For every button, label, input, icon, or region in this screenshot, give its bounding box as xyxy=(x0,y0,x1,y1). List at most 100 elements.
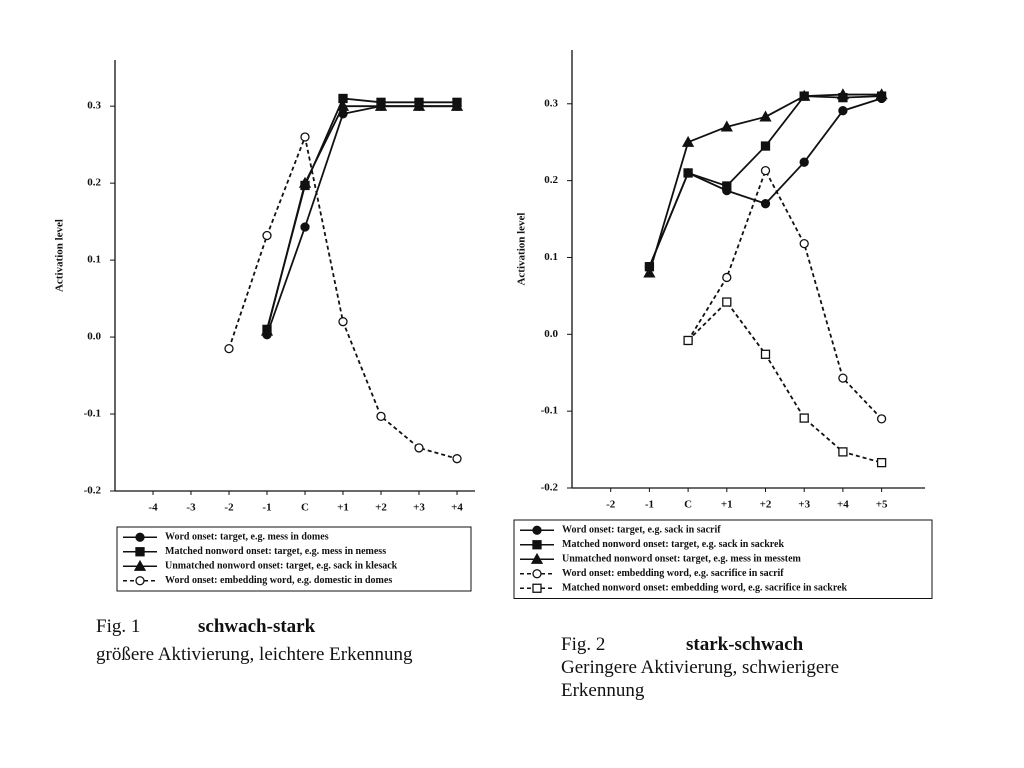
marker xyxy=(799,157,809,167)
y-tick-label: 0.3 xyxy=(544,97,558,109)
marker xyxy=(452,454,462,464)
x-tick-label: +3 xyxy=(413,502,425,514)
caption-text: größere Aktivierung, leichtere Erkennung xyxy=(96,644,413,665)
marker xyxy=(643,266,656,278)
x-tick-label: +3 xyxy=(798,499,810,511)
y-tick-label: 0.0 xyxy=(87,331,101,343)
x-tick-label: +2 xyxy=(375,502,387,514)
legend-marker xyxy=(532,583,542,593)
series-line xyxy=(687,168,883,420)
y-axis-label: Activation level xyxy=(54,219,66,292)
marker xyxy=(838,106,848,116)
marker xyxy=(798,89,811,101)
caption-2: Fig. 2 stark-schwach Geringere Aktivierun… xyxy=(561,633,906,702)
marker xyxy=(799,413,809,423)
marker xyxy=(799,238,809,249)
x-tick-label: +4 xyxy=(837,499,849,511)
caption-title: stark-schwach xyxy=(686,634,804,655)
marker xyxy=(760,165,771,176)
legend-label: Word onset: target, e.g. mess in domes xyxy=(165,532,329,543)
y-tick-label: 0.3 xyxy=(87,100,101,112)
marker xyxy=(412,99,426,111)
y-tick-label: 0.1 xyxy=(544,251,558,263)
marker xyxy=(760,349,771,359)
marker xyxy=(838,373,848,383)
marker xyxy=(224,343,234,354)
marker xyxy=(338,317,348,327)
legend-label: Unmatched nonword onset: target, e.g. me… xyxy=(562,554,802,565)
legend-marker xyxy=(135,576,145,586)
x-tick-label: +1 xyxy=(721,499,733,511)
series-line xyxy=(266,105,457,332)
x-tick-label: -1 xyxy=(645,499,654,511)
marker xyxy=(760,199,771,209)
legend-marker xyxy=(532,569,542,579)
x-tick-label: +1 xyxy=(337,502,349,514)
y-tick-label: 0.1 xyxy=(87,254,101,266)
x-tick-label: +5 xyxy=(876,499,888,511)
legend-label: Unmatched nonword onset: target, e.g. sa… xyxy=(165,561,398,572)
x-tick-label: C xyxy=(301,502,309,514)
legend-marker xyxy=(133,559,147,571)
marker xyxy=(759,110,772,122)
marker xyxy=(260,324,274,336)
y-tick-label: -0.2 xyxy=(541,482,559,494)
marker xyxy=(760,141,771,151)
series-line xyxy=(648,95,882,268)
y-axis-label: Activation level xyxy=(516,212,528,285)
legend-box xyxy=(513,519,933,599)
legend-label: Word onset: embedding word, e.g. domesti… xyxy=(165,575,392,586)
x-tick-label: -2 xyxy=(606,499,616,511)
marker xyxy=(376,411,386,421)
marker xyxy=(374,99,388,111)
marker xyxy=(876,414,887,424)
y-tick-label: 0.2 xyxy=(544,174,558,186)
y-tick-label: 0.2 xyxy=(87,177,101,189)
x-tick-label: -4 xyxy=(148,502,158,514)
marker xyxy=(414,443,424,453)
x-tick-label: +4 xyxy=(451,502,463,514)
marker xyxy=(838,447,848,457)
caption-text: Geringere Aktivierung, schwierigere Erke… xyxy=(561,657,840,701)
legend-label: Word onset: target, e.g. sack in sacrif xyxy=(562,525,721,536)
marker xyxy=(876,457,887,468)
caption-label: Fig. 2 xyxy=(561,634,606,655)
legend-marker xyxy=(530,552,544,564)
marker xyxy=(300,222,310,232)
legend-marker xyxy=(135,532,145,542)
x-tick-label: -1 xyxy=(262,502,271,514)
x-tick-label: -3 xyxy=(186,502,196,514)
series-line xyxy=(687,300,882,464)
legend-marker xyxy=(532,525,542,535)
marker xyxy=(722,297,732,307)
y-tick-label: 0.0 xyxy=(544,328,558,340)
marker xyxy=(336,99,350,111)
marker xyxy=(450,99,464,111)
series-line xyxy=(228,133,458,460)
y-tick-label: -0.1 xyxy=(84,408,101,420)
legend-label: Matched nonword onset: target, e.g. sack… xyxy=(562,539,784,550)
marker xyxy=(300,132,310,142)
legend-box xyxy=(116,526,472,592)
y-tick-label: -0.2 xyxy=(84,485,102,497)
x-tick-label: -2 xyxy=(224,502,234,514)
x-tick-label: +2 xyxy=(760,499,772,511)
marker xyxy=(262,230,272,241)
marker xyxy=(722,272,732,283)
marker xyxy=(683,335,693,346)
caption-1: Fig. 1 schwach-stark größere Aktivierung,… xyxy=(96,615,516,666)
x-tick-label: C xyxy=(684,499,692,511)
marker xyxy=(298,176,312,188)
legend-label: Word onset: embedding word, e.g. sacrifi… xyxy=(562,568,784,579)
caption-label: Fig. 1 xyxy=(96,616,141,637)
marker xyxy=(681,135,695,147)
marker xyxy=(722,181,732,191)
marker xyxy=(720,120,733,132)
legend-label: Matched nonword onset: target, e.g. mess… xyxy=(165,546,386,557)
legend-label: Matched nonword onset: embedding word, e… xyxy=(562,583,848,594)
legend-marker xyxy=(135,547,145,557)
series-line xyxy=(266,97,457,330)
caption-title: schwach-stark xyxy=(198,616,316,637)
